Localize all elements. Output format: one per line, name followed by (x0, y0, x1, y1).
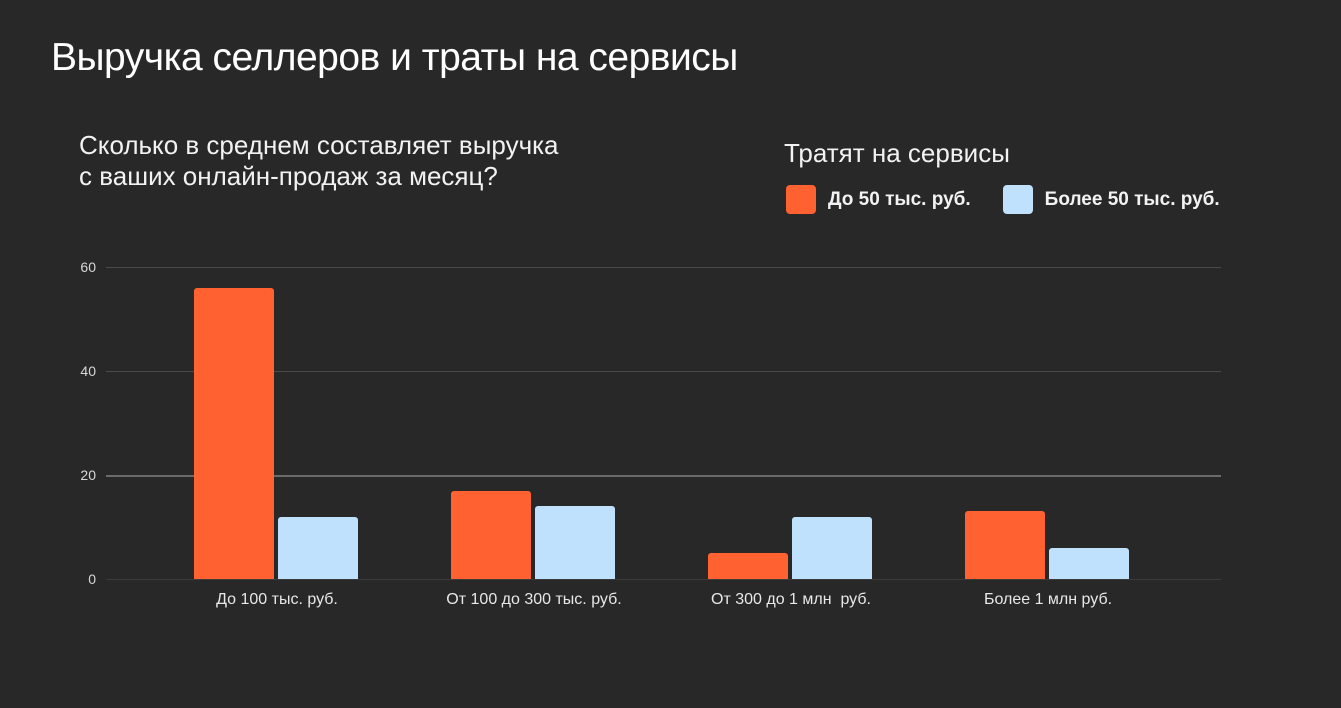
legend-item-under-50k: До 50 тыс. руб. (786, 185, 971, 214)
bar-over-50k-4 (1049, 547, 1129, 579)
bar-under-50k-1 (194, 287, 274, 579)
legend: До 50 тыс. руб. Более 50 тыс. руб. (786, 185, 1252, 214)
y-tick-20: 20 (80, 467, 96, 483)
bar-under-50k-2 (451, 490, 531, 579)
bar-over-50k-1 (278, 516, 358, 579)
x-tick-label-1: До 100 тыс. руб. (216, 591, 338, 608)
legend-label: Более 50 тыс. руб. (1044, 188, 1220, 210)
bar-over-50k-2 (535, 506, 615, 579)
legend-title: Тратят на сервисы (784, 138, 1010, 168)
page-title: Выручка селлеров и траты на сервисы (51, 36, 738, 79)
gridline-40 (106, 371, 1221, 372)
chart-question-line-1: Сколько в среднем составляет выручка (79, 130, 559, 160)
y-tick-60: 60 (80, 259, 96, 275)
bar-over-50k-3 (792, 516, 872, 579)
x-tick-label-4: Более 1 млн руб. (983, 591, 1113, 608)
x-tick-label-2: От 100 до 300 тыс. руб. (446, 591, 622, 608)
legend-swatch-light-blue (1002, 185, 1033, 214)
x-tick-label-3: От 300 до 1 млн руб. (711, 591, 871, 608)
y-tick-40: 40 (80, 363, 96, 379)
legend-label: До 50 тыс. руб. (828, 188, 971, 210)
y-tick-0: 0 (88, 571, 96, 587)
chart-question-line-2: с ваших онлайн-продаж за месяц? (79, 161, 498, 191)
gridline-20 (106, 475, 1221, 477)
bar-under-50k-4 (965, 511, 1045, 579)
legend-item-over-50k: Более 50 тыс. руб. (1002, 185, 1220, 214)
legend-swatch-orange (786, 185, 816, 214)
bar-under-50k-3 (708, 553, 788, 579)
chart-question: Сколько в среднем составляет выручка с в… (79, 130, 639, 192)
gridline-60 (106, 267, 1221, 268)
gridline-0-baseline (106, 579, 1221, 580)
